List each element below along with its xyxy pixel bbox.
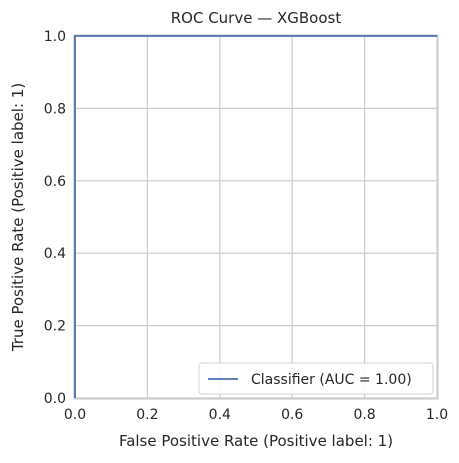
- legend-label-classifier: Classifier (AUC = 1.00): [251, 372, 412, 388]
- y-tick-label: 0.0: [44, 391, 66, 407]
- legend: Classifier (AUC = 1.00): [198, 362, 434, 395]
- series-layer: [74, 35, 437, 398]
- plot-background: [74, 35, 438, 399]
- legend-box: [198, 362, 434, 395]
- series-line-0: [74, 35, 437, 398]
- x-axis-label: False Positive Rate (Positive label: 1): [119, 432, 393, 450]
- y-tick-label: 1.0: [44, 29, 66, 45]
- y-tick-labels: 0.0 0.2 0.4 0.6 0.8 1.0: [44, 29, 66, 407]
- x-tick-label: 0.0: [64, 407, 86, 423]
- x-tick-label: 0.4: [209, 407, 231, 423]
- plot-frame: [73, 34, 439, 400]
- y-axis-label: True Positive Rate (Positive label: 1): [9, 83, 27, 352]
- x-tick-label: 0.6: [281, 407, 303, 423]
- y-tick-label: 0.6: [44, 174, 66, 190]
- y-tick-label: 0.2: [44, 319, 66, 335]
- y-tick-label: 0.8: [44, 101, 66, 117]
- chart-title: ROC Curve — XGBoost: [171, 9, 342, 27]
- x-tick-label: 1.0: [426, 407, 448, 423]
- x-tick-label: 0.2: [136, 407, 158, 423]
- x-tick-labels: 0.0 0.2 0.4 0.6 0.8 1.0: [64, 407, 448, 423]
- x-tick-label: 0.8: [353, 407, 375, 423]
- y-tick-label: 0.4: [44, 246, 66, 262]
